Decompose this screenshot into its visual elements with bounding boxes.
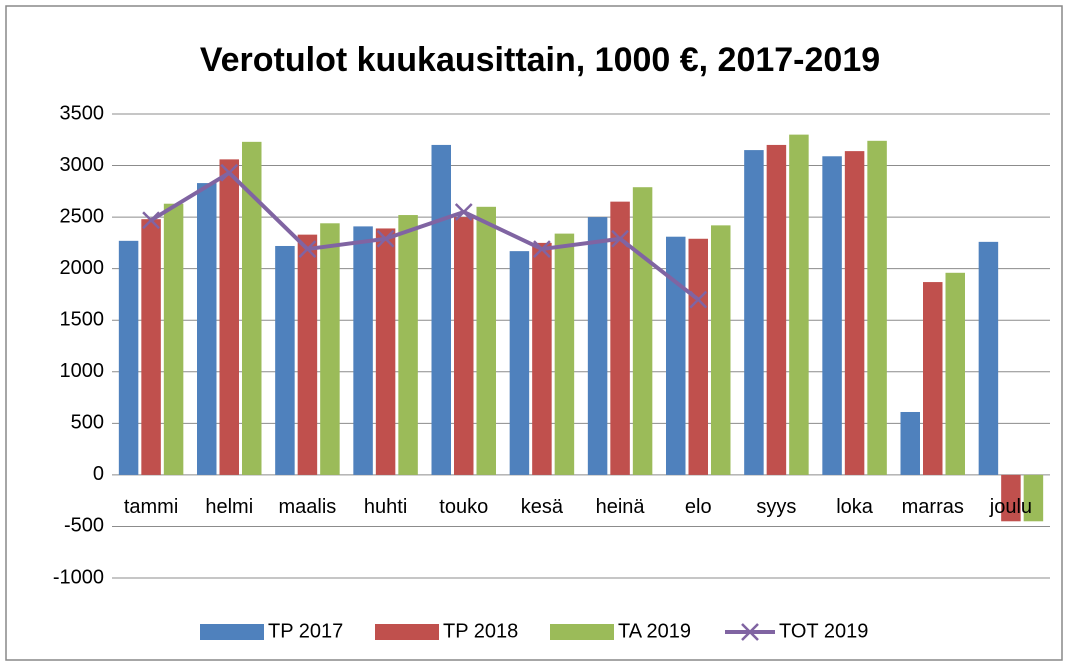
bar	[141, 219, 161, 475]
legend-swatch	[550, 624, 614, 640]
bar	[476, 206, 496, 475]
x-tick-label: helmi	[205, 496, 253, 518]
bar	[1023, 474, 1044, 522]
bar	[197, 183, 217, 475]
chart-title: Verotulot kuukausittain, 1000 €, 2017-20…	[200, 41, 880, 79]
bar	[431, 144, 451, 475]
legend-marker	[741, 623, 759, 641]
line-marker	[533, 240, 551, 258]
x-tick-label: kesä	[521, 496, 564, 518]
bar	[744, 150, 764, 475]
bar	[978, 241, 999, 475]
x-tick-label: tammi	[124, 496, 178, 518]
bar	[844, 151, 865, 475]
x-tick-label: huhti	[364, 496, 407, 518]
bar	[275, 245, 295, 475]
legend-label: TP 2017	[268, 620, 343, 642]
bar	[219, 159, 239, 475]
bar	[867, 140, 887, 475]
x-tick-label: maalis	[279, 496, 337, 518]
line-series	[150, 170, 700, 302]
bar	[632, 187, 653, 475]
bar	[509, 251, 530, 475]
bar	[923, 282, 943, 475]
bar	[532, 242, 552, 475]
bar	[587, 217, 608, 475]
bar	[163, 203, 184, 475]
legend-label: TA 2019	[618, 620, 691, 642]
line-marker	[454, 203, 473, 221]
bar	[320, 223, 340, 475]
bar	[454, 217, 474, 475]
bar	[789, 134, 809, 475]
x-tick-label: joulu	[989, 496, 1032, 518]
bar	[666, 236, 686, 475]
x-tick-label: loka	[836, 496, 874, 518]
bar	[1001, 474, 1021, 522]
y-tick-label: 1000	[60, 360, 105, 382]
x-tick-label: marras	[902, 496, 964, 518]
bar	[118, 240, 139, 475]
bar	[945, 272, 965, 475]
line-marker	[298, 240, 317, 258]
legend-label: TOT 2019	[779, 620, 868, 642]
bar	[554, 233, 575, 475]
y-tick-label: 500	[71, 412, 104, 434]
bar	[900, 411, 920, 475]
bar	[688, 238, 708, 475]
y-tick-label: 3000	[60, 154, 105, 176]
x-tick-label: elo	[685, 496, 712, 518]
y-tick-label: -500	[64, 515, 104, 537]
y-tick-label: 2000	[60, 257, 105, 279]
line-marker	[689, 290, 708, 309]
y-tick-label: 0	[93, 463, 104, 485]
y-tick-label: -1000	[53, 566, 104, 588]
bar	[242, 141, 262, 475]
line-marker	[220, 163, 239, 182]
line-marker	[376, 229, 395, 248]
x-tick-label: touko	[439, 496, 488, 518]
x-tick-label: heinä	[596, 496, 646, 518]
legend-swatch	[375, 624, 439, 640]
bar	[297, 234, 318, 475]
bar	[398, 215, 418, 475]
y-tick-label: 2500	[60, 205, 105, 227]
bar	[610, 201, 630, 475]
legend-label: TP 2018	[443, 620, 518, 642]
bar	[711, 225, 731, 475]
line-marker	[611, 229, 629, 248]
legend-swatch	[200, 624, 264, 640]
bar	[375, 228, 396, 475]
y-tick-label: 3500	[60, 102, 105, 124]
bar	[353, 226, 373, 475]
bar	[822, 156, 842, 475]
x-tick-label: syys	[756, 496, 796, 518]
line-marker	[142, 211, 160, 230]
y-tick-label: 1500	[60, 309, 105, 331]
bar	[766, 144, 787, 475]
